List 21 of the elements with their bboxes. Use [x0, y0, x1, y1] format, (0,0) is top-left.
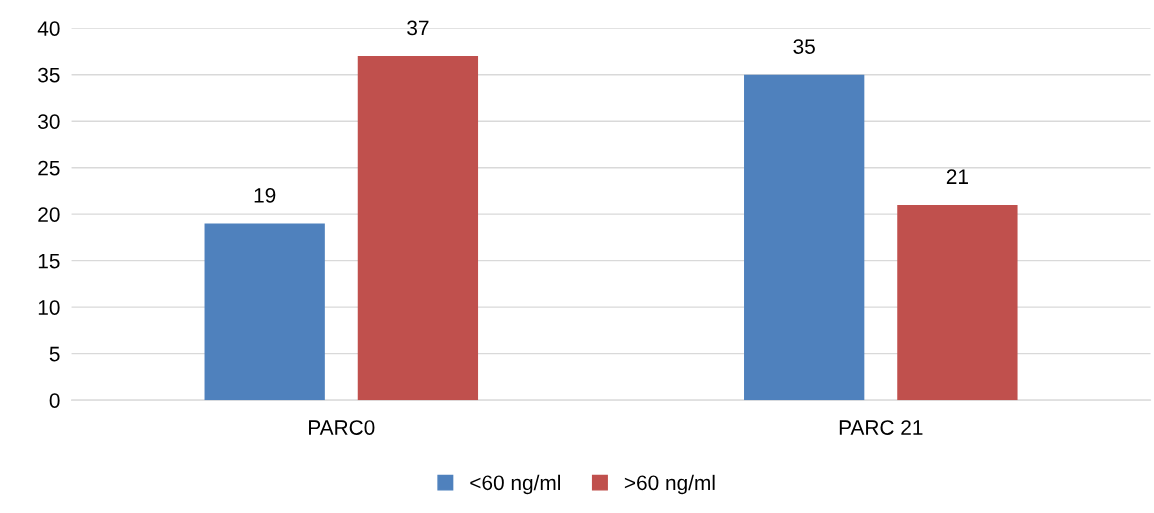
data-label: 37 [407, 20, 429, 36]
legend-label: >60 ng/ml [624, 474, 715, 495]
bar [744, 74, 865, 401]
x-tick-label: PARC 21 [839, 420, 923, 435]
y-tick-label: 30 [38, 114, 60, 129]
data-label: 19 [254, 187, 276, 203]
legend-label: <60 ng/ml [470, 474, 560, 495]
bar [897, 204, 1018, 401]
bar [357, 56, 479, 401]
y-tick-label: 15 [38, 253, 60, 269]
y-tick-label: 0 [49, 393, 60, 408]
y-tick-label: 25 [38, 160, 60, 176]
data-label: 35 [793, 39, 815, 54]
y-tick-label: 40 [37, 21, 60, 36]
y-tick-label: 35 [38, 67, 60, 83]
x-tick-label: PARC0 [309, 420, 375, 435]
y-tick-label: 20 [38, 207, 60, 222]
y-tick-label: 10 [38, 300, 60, 315]
bar [204, 223, 325, 401]
y-tick-label: 5 [49, 346, 60, 362]
data-label: 21 [946, 169, 968, 184]
